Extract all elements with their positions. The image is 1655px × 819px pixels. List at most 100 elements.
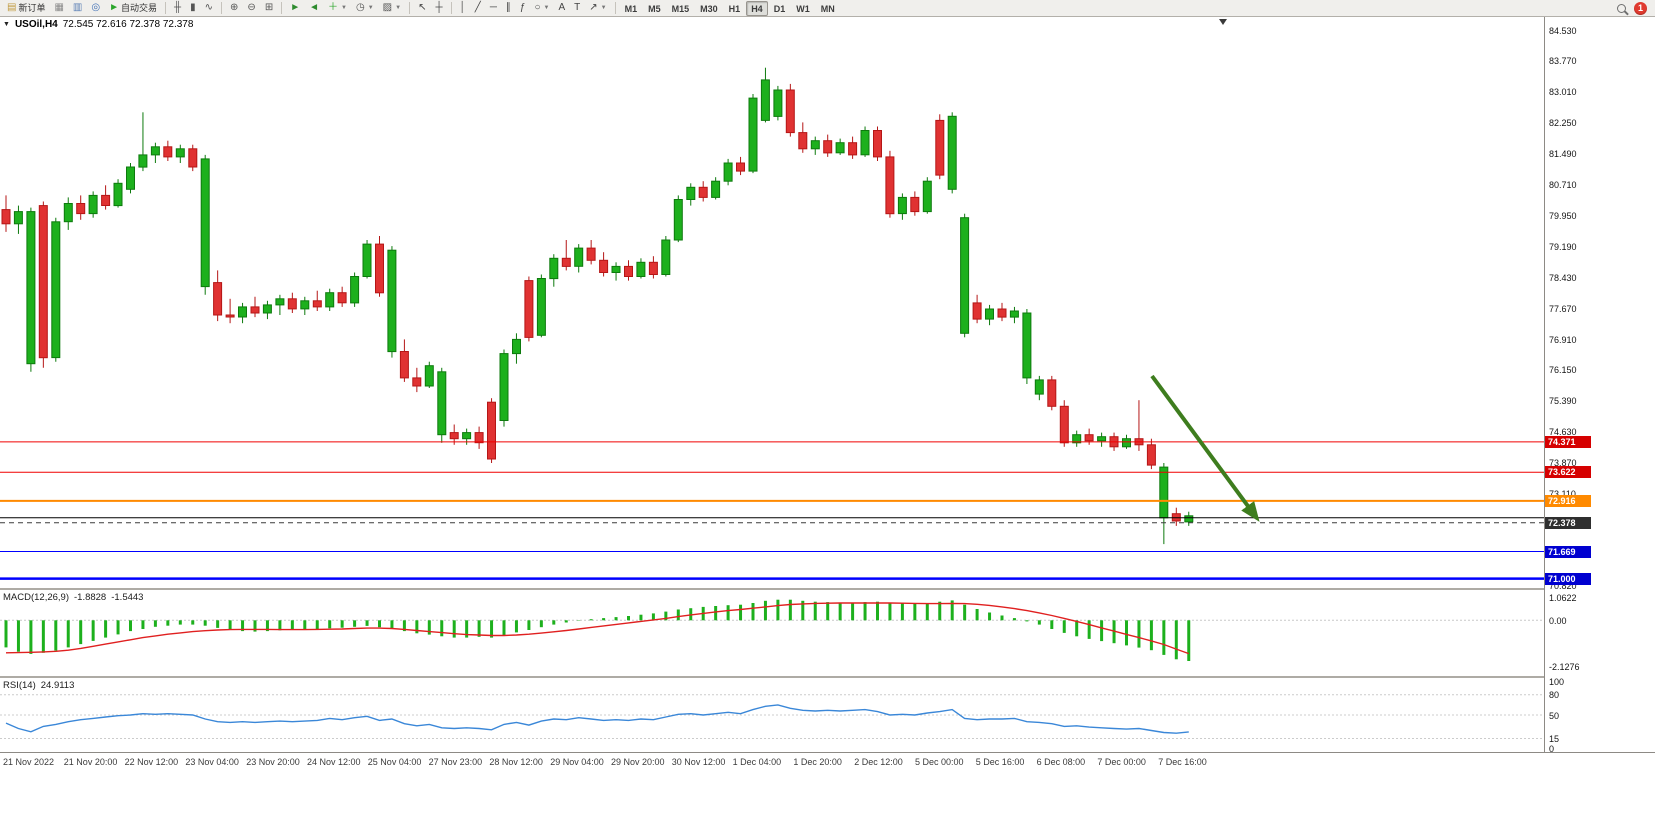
toolbar-separator	[221, 2, 223, 14]
periods-button[interactable]: ◷ ▼	[352, 1, 378, 16]
candle	[599, 252, 609, 277]
chart-window-button[interactable]: ▦	[50, 1, 67, 16]
candle	[262, 300, 272, 320]
timeframe-d1-button[interactable]: D1	[773, 3, 786, 14]
candle	[972, 294, 982, 324]
panel-divider[interactable]	[0, 588, 1655, 590]
timeframe-mn-button[interactable]: MN	[820, 3, 835, 14]
notification-badge[interactable]: 1	[1634, 1, 1647, 15]
candle	[673, 195, 683, 243]
timeframe-m1-button[interactable]: M1	[624, 3, 638, 14]
time-axis-label: 21 Nov 2022	[3, 757, 55, 767]
crosshair-button[interactable]: ┼	[431, 1, 446, 16]
text-button[interactable]: A	[554, 1, 569, 16]
toolbar-separator	[409, 2, 411, 14]
candle	[163, 140, 173, 161]
time-axis[interactable]: 21 Nov 2022 21 Nov 20:00 22 Nov 12:00 23 No…	[0, 752, 1655, 771]
candle	[810, 136, 820, 155]
autotrade-button[interactable]: ► 自动交易	[105, 1, 161, 16]
candle	[138, 112, 148, 172]
sound-alert-button[interactable]: ◎	[87, 1, 104, 16]
price-scale-label: 75.390	[1549, 396, 1577, 407]
price-scale-label: 74.630	[1549, 426, 1577, 437]
shapes-button[interactable]: ○ ▼	[530, 1, 553, 16]
vertical-line-button[interactable]: │	[456, 1, 470, 16]
candlestick-chart[interactable]	[0, 17, 1544, 588]
timeframe-h4-button[interactable]: H4	[746, 0, 768, 16]
new-order-button-label: 新订单	[18, 2, 46, 13]
chart-shift-marker-icon[interactable]	[1219, 19, 1227, 25]
new-order-button[interactable]: ▤ 新订单	[3, 1, 49, 16]
time-axis-label: 7 Dec 16:00	[1158, 757, 1207, 767]
candle	[300, 296, 310, 315]
search-icon[interactable]	[1617, 3, 1626, 13]
tile-windows-button[interactable]: ⊞	[261, 1, 277, 16]
autotrade-button-label: 自动交易	[121, 2, 158, 13]
macd-panel[interactable]: MACD(12,26,9) -1.8828 -1.5443	[0, 590, 1544, 676]
trend-arrow-object[interactable]	[1150, 374, 1260, 522]
price-scale-label: 84.530	[1549, 25, 1577, 36]
timeframe-m5-button[interactable]: M5	[648, 3, 661, 14]
periods-icon: ◷	[355, 2, 365, 13]
main-chart-panel[interactable]: ▼ USOil,H4 72.545 72.616 72.378 72.378	[0, 17, 1544, 588]
candlestick-type-button[interactable]: ▮	[186, 1, 200, 16]
panel-divider[interactable]	[0, 676, 1655, 678]
time-axis-label: 29 Nov 04:00	[550, 757, 604, 767]
arrows-tool-button[interactable]: ↗ ▼	[585, 1, 610, 16]
candle	[1047, 375, 1057, 411]
timeframe-h1-button[interactable]: H1	[728, 3, 741, 14]
candle	[350, 272, 360, 307]
candle	[798, 122, 808, 153]
candle	[213, 270, 223, 322]
zoom-in-icon: ⊕	[230, 2, 239, 13]
candle	[773, 85, 783, 121]
zoom-in-button[interactable]: ⊕	[226, 1, 242, 16]
channel-button[interactable]: ∥	[502, 1, 515, 16]
time-axis-label: 1 Dec 20:00	[793, 757, 842, 767]
horizontal-line-icon: ─	[489, 2, 497, 13]
timeframe-m15-button[interactable]: M15	[671, 3, 690, 14]
templates-button[interactable]: ▨ ▼	[379, 1, 405, 16]
candle	[760, 67, 770, 123]
rsi-value: 24.9113	[40, 680, 75, 691]
zoom-out-button[interactable]: ⊖	[243, 1, 259, 16]
rsi-name: RSI(14)	[3, 680, 36, 691]
bar-chart-type-button[interactable]: ╫	[170, 1, 185, 16]
candles-layer	[1, 67, 1194, 545]
ohlc-values: 72.545 72.616 72.378 72.378	[62, 19, 194, 30]
macd-chart[interactable]	[0, 590, 1544, 676]
current-price-badge: 72.378	[1545, 516, 1591, 529]
label-button[interactable]: T	[570, 1, 584, 16]
timeframe-m30-button[interactable]: M30	[700, 3, 718, 14]
trendline-button[interactable]: ╱	[471, 1, 485, 16]
candle	[661, 236, 671, 277]
timeframe-w1-button[interactable]: W1	[796, 3, 810, 14]
collapse-chart-icon[interactable]: ▼	[3, 21, 10, 28]
time-axis-label: 29 Nov 20:00	[611, 757, 665, 767]
cursor-button[interactable]: ↖	[414, 1, 430, 16]
price-scale[interactable]: 84.530 83.770 83.010 82.250 81.490 80.710 79.9…	[1544, 17, 1655, 754]
print-preview-button[interactable]: ▥	[69, 1, 86, 16]
price-scale-label: 73.870	[1549, 457, 1577, 468]
rsi-scale-label: 15	[1549, 734, 1560, 744]
rsi-chart[interactable]	[0, 678, 1544, 752]
candle	[985, 304, 994, 326]
line-chart-type-button[interactable]: ∿	[201, 1, 217, 16]
new-order-icon: ▤	[7, 2, 17, 13]
horizontal-line-button[interactable]: ─	[486, 1, 501, 16]
candle	[150, 142, 160, 163]
fibonacci-button[interactable]: ƒ	[516, 1, 530, 16]
channel-icon: ∥	[505, 2, 511, 13]
price-scale-label: 77.670	[1549, 303, 1577, 314]
time-axis-label: 27 Nov 23:00	[428, 757, 483, 767]
indicators-button[interactable]: ＋ ▼	[324, 1, 351, 16]
rsi-panel[interactable]: RSI(14) 24.9113	[0, 678, 1544, 752]
time-axis-label: 2 Dec 12:00	[854, 757, 903, 767]
chart-shift-button[interactable]: ◄	[305, 1, 323, 16]
candle	[474, 426, 484, 449]
chart-window-icon: ▦	[54, 2, 64, 13]
rsi-line	[5, 704, 1189, 734]
auto-scroll-button[interactable]: ►	[286, 1, 304, 16]
candle	[499, 349, 509, 427]
price-line-badge: 72.916	[1545, 494, 1591, 507]
